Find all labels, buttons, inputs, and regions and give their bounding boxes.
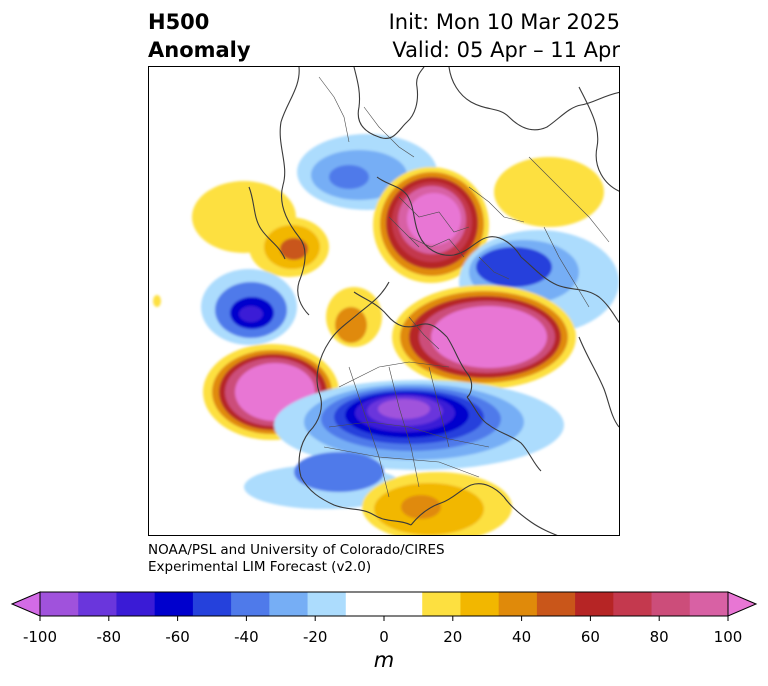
colorbar-tick-label: 60: [580, 628, 600, 646]
colorbar-tick-label: -20: [302, 628, 328, 646]
map-panel: [148, 66, 620, 536]
colorbar-cell: [154, 592, 194, 616]
colorbar-cell: [116, 592, 156, 616]
colorbar-tick-label: 20: [443, 628, 463, 646]
colorbar-tick-label: 0: [379, 628, 389, 646]
colorbar-units: m: [373, 648, 395, 672]
colorbar: [10, 591, 758, 621]
colorbar-cell: [269, 592, 309, 616]
negative-anomaly-north-america: [274, 380, 564, 470]
colorbar-cell: [345, 592, 385, 616]
colorbar-cells: [40, 592, 729, 616]
colorbar-tick-label: 80: [649, 628, 669, 646]
colorbar-cell: [231, 592, 270, 616]
title-line-2: Anomaly: [148, 38, 251, 62]
positive-anomaly-west-canada: [192, 181, 329, 277]
colorbar-max-arrow: [727, 591, 758, 617]
forecast-dates: Init: Mon 10 Mar 2025 Valid: 05 Apr – 11…: [389, 8, 620, 64]
colorbar-tick-label: -80: [96, 628, 122, 646]
positive-anomaly-north-atlantic: [494, 157, 604, 227]
colorbar-cell: [651, 592, 691, 616]
colorbar-cell: [307, 592, 347, 616]
colorbar-min-arrow: [10, 591, 41, 617]
positive-anomaly-speck: [153, 295, 161, 307]
colorbar-tick-label: -40: [234, 628, 259, 646]
colorbar-cell: [613, 592, 653, 616]
coastlines: [248, 67, 619, 535]
political-borders: [318, 76, 610, 498]
init-date: Init: Mon 10 Mar 2025: [388, 10, 620, 34]
credit-text: NOAA/PSL and University of Colorado/CIRE…: [148, 542, 445, 576]
colorbar-tick-label: 100: [713, 628, 743, 646]
colorbar-cell: [536, 592, 576, 616]
colorbar-ticks: [39, 616, 729, 621]
colorbar-cell: [384, 592, 423, 616]
colorbar-cell: [498, 592, 538, 616]
colorbar-cell: [460, 592, 500, 616]
colorbar-cell: [40, 592, 79, 616]
colorbar-cell: [78, 592, 117, 616]
colorbar-tick-label: 40: [512, 628, 532, 646]
negative-anomaly-south: [244, 452, 404, 509]
colorbar-cell: [192, 592, 232, 616]
colorbar-cell: [422, 592, 461, 616]
colorbar-tick-label: -100: [22, 628, 58, 646]
positive-anomaly-north-pacific: [392, 285, 576, 389]
colorbar-cell: [689, 592, 729, 616]
credit-line-2: Experimental LIM Forecast (v2.0): [148, 559, 372, 575]
colorbar-cell: [575, 592, 614, 616]
chart-title: H500 Anomaly: [148, 8, 251, 64]
anomaly-map: [153, 67, 619, 535]
colorbar-tick-label: -60: [165, 628, 190, 646]
negative-anomaly-west-pacific: [201, 269, 297, 345]
title-line-1: H500: [148, 10, 210, 34]
credit-line-1: NOAA/PSL and University of Colorado/CIRE…: [148, 542, 445, 558]
valid-range: Valid: 05 Apr – 11 Apr: [392, 38, 620, 62]
